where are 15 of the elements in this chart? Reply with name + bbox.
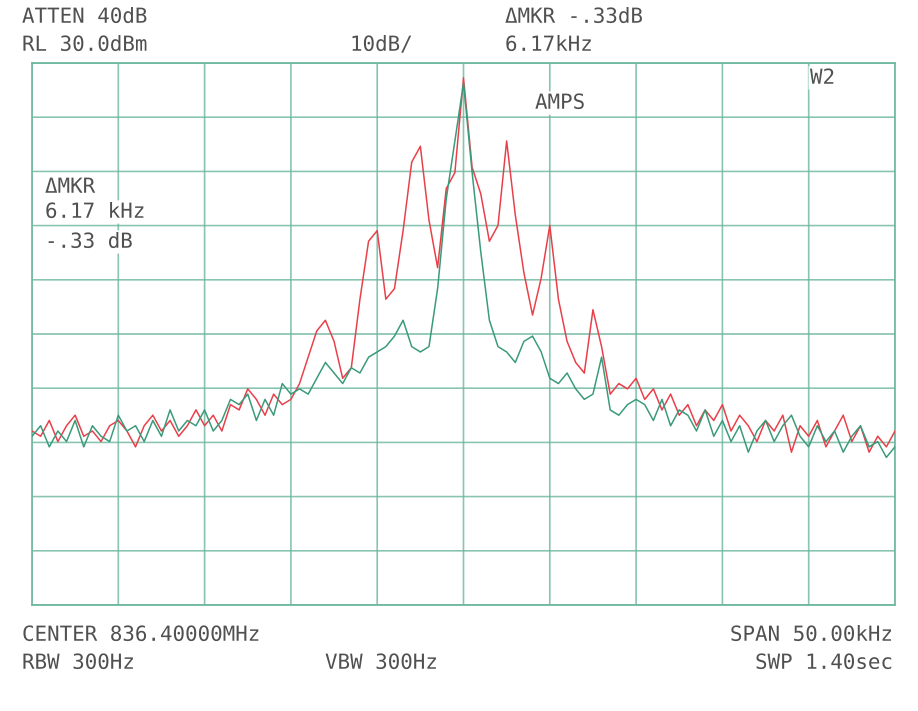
text: CENTER 836.40000MHz — [23, 625, 258, 642]
annotation: W2 — [810, 68, 834, 84]
text: SWP 1.40sec — [756, 653, 892, 670]
text: RBW 300Hz — [23, 653, 133, 670]
text: ΔMKR -.33dB — [505, 6, 642, 24]
text: ATTEN 40dB — [22, 6, 146, 24]
text: SPAN 50.00kHz — [731, 624, 892, 642]
text: 10dB/ — [352, 34, 412, 53]
annotation: 6.17 kHz — [46, 202, 144, 218]
annotation: AMPS — [535, 93, 584, 110]
text: RL 30.0dBm — [23, 34, 146, 52]
text: 6.17kHz — [506, 34, 591, 52]
annotation: -.33 dB — [48, 232, 132, 248]
text: VBW 300Hz — [326, 653, 436, 670]
annotation: ΔMKR — [45, 178, 96, 193]
